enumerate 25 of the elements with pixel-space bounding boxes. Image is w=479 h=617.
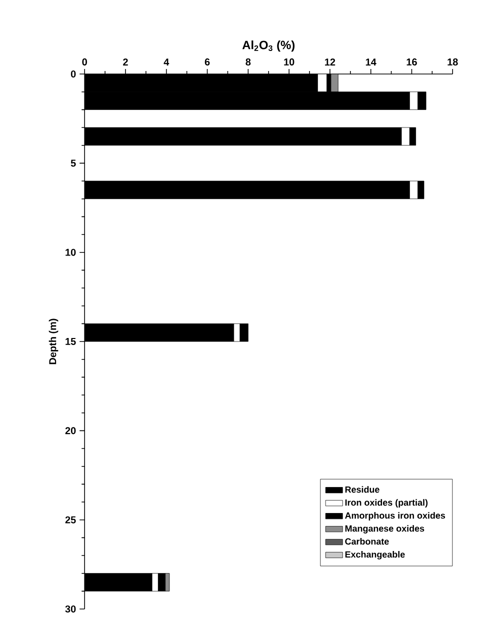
y-tick-label: 15 <box>66 338 76 345</box>
y-tick-label: 30 <box>65 605 76 613</box>
x-tick-label: 0 <box>82 58 88 66</box>
y-tick-label: 10 <box>66 248 76 256</box>
x-tick-label: 2 <box>123 58 128 66</box>
x-tick-label: 6 <box>205 58 210 66</box>
legend-label: Residue <box>346 486 380 493</box>
legend-label: Exchangeable <box>346 551 405 560</box>
x-tick-label: 12 <box>325 58 336 66</box>
x-tick-label: 16 <box>406 58 418 66</box>
legend-label: Iron oxides (partial) <box>346 499 428 508</box>
legend-label: Manganese oxides <box>346 525 424 534</box>
x-tick-label: 4 <box>164 58 170 66</box>
y-tick-label: 0 <box>71 70 76 78</box>
y-axis-title: Depth (m) <box>49 318 58 364</box>
x-tick-label: 18 <box>448 58 458 66</box>
legend-label: Amorphous iron oxides <box>345 512 446 520</box>
x-tick-label: 14 <box>366 58 377 66</box>
x-tick-label: 8 <box>246 58 251 66</box>
x-axis-title: Al$_{2}$O$_{3}$ (%) <box>242 40 295 52</box>
y-tick-label: 5 <box>71 160 76 167</box>
y-tick-label: 20 <box>66 427 76 434</box>
y-tick-label: 25 <box>66 516 76 524</box>
x-tick-label: 10 <box>284 58 294 66</box>
legend-label: Carbonate <box>345 538 390 545</box>
